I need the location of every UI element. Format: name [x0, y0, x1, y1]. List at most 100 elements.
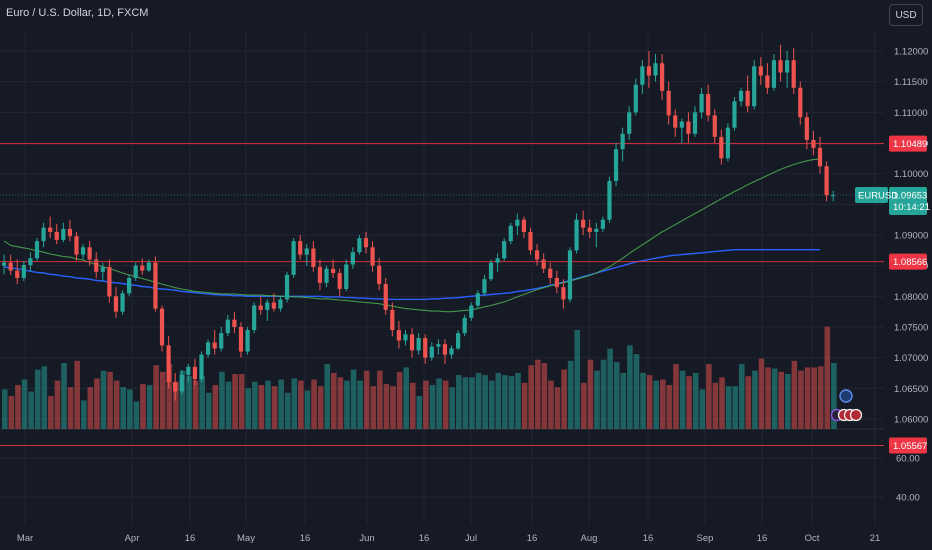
volume-bar [133, 401, 140, 429]
candle-body [265, 302, 270, 310]
volume-bar [620, 372, 627, 429]
candle-body [613, 149, 619, 182]
candle-body [48, 227, 53, 232]
candle-body [127, 277, 132, 294]
candle-body [831, 195, 836, 197]
volume-bar [173, 381, 179, 429]
candle-body [778, 60, 783, 73]
volume-bar [673, 364, 679, 429]
candle-body [205, 342, 211, 355]
candle-body [298, 241, 303, 255]
candle-body [745, 90, 750, 107]
volume-bar [48, 396, 54, 429]
candle-body [653, 63, 658, 76]
volume-bar [442, 380, 449, 429]
level-badge-label: 1.08566 [893, 257, 927, 268]
volume-bar [804, 367, 811, 429]
event-marker [839, 389, 853, 403]
candle-body [146, 262, 151, 271]
candle-body [304, 248, 309, 255]
symbol-badge [855, 186, 888, 203]
volume-bar [324, 364, 331, 429]
volume-bar [712, 382, 719, 429]
volume-bar [817, 366, 824, 429]
time-tick-label: 16 [419, 533, 430, 544]
candle-body [284, 274, 290, 300]
candle-body [100, 266, 105, 272]
volume-bar [396, 371, 403, 429]
candle-body [271, 302, 276, 309]
volume-bar [752, 370, 758, 429]
last-price-badge [889, 186, 927, 215]
time-tick-label: May [237, 533, 255, 544]
event-markers[interactable] [830, 389, 863, 422]
volume-bar [2, 389, 8, 429]
last-price-value: 1.09653 [893, 190, 927, 201]
volume-bar [423, 380, 429, 429]
volume-bar [607, 348, 613, 429]
volume-bar [100, 370, 107, 429]
candle-body [771, 60, 777, 88]
candle-body [666, 90, 671, 116]
candle-body [627, 112, 632, 134]
symbol-badge-label: EURUSD [858, 190, 898, 201]
candle-body [61, 228, 66, 240]
volume-bar [409, 382, 416, 429]
volume-bar [456, 375, 462, 429]
candle-body [673, 115, 678, 128]
volume-bar [94, 378, 100, 429]
volume-bar [205, 392, 212, 429]
volume-bar [699, 389, 706, 429]
volume-bar [403, 367, 409, 429]
axis-background [884, 30, 932, 550]
volume-bar [554, 387, 561, 429]
candle-body [785, 60, 790, 73]
candle-body [699, 93, 704, 113]
price-axis[interactable]: 1.120001.115001.110001.105001.100001.095… [855, 30, 932, 550]
volume-bar [824, 326, 831, 429]
candle-body [212, 342, 217, 349]
time-axis[interactable]: Mar Apr 16 May 16 Jun 16 Jul 16 Aug 16 Sep 16 Oct 21 [17, 533, 880, 544]
candle-body [502, 241, 507, 259]
volume-bar [469, 377, 475, 429]
candle-body [278, 299, 283, 309]
candle-body [337, 273, 342, 289]
price-tick-label: 1.07000 [894, 353, 928, 364]
currency-button[interactable]: USD [889, 4, 923, 26]
candle-body [660, 63, 665, 91]
volume-bar [107, 371, 113, 429]
volume-bar [120, 387, 127, 429]
candle-body [153, 262, 158, 309]
candle-body [120, 293, 125, 312]
volume-bar [613, 361, 620, 429]
indicator-tick-label: 40.00 [896, 493, 920, 504]
candle-body [179, 374, 184, 392]
volume-bar [600, 359, 607, 429]
candle-body [817, 147, 823, 167]
time-tick-label: Aug [581, 533, 598, 544]
volume-bar [87, 387, 94, 429]
volume-bar [587, 359, 594, 429]
candle-body [462, 317, 467, 334]
volume-bar [640, 372, 646, 429]
price-tick-label: 1.09000 [894, 231, 928, 242]
price-tick-label: 1.11000 [894, 108, 928, 119]
candle-body [350, 252, 355, 265]
candle-body [232, 319, 237, 327]
candle-body [54, 231, 59, 240]
candle-body [344, 264, 349, 289]
volume-bar [54, 380, 61, 429]
volume-bar [495, 372, 502, 429]
volume-bar [337, 377, 344, 429]
volume-bar [357, 380, 363, 429]
volume-bar [284, 392, 291, 429]
volume-bar [436, 378, 442, 429]
volume-bar [192, 380, 199, 429]
time-tick-label: Jun [359, 533, 374, 544]
candle-body [594, 228, 599, 232]
volume-bar [706, 364, 712, 429]
candle-body [719, 136, 724, 159]
price-tick-label: 1.12000 [894, 47, 928, 58]
volume-bar [798, 370, 804, 429]
